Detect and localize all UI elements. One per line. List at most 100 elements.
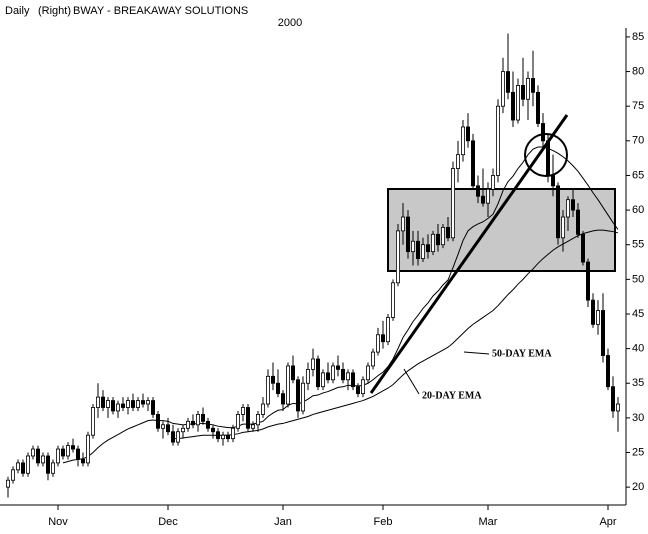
candle-body — [556, 185, 561, 239]
chart-title: BWAY - BREAKAWAY SOLUTIONS — [73, 5, 248, 17]
y-tick-label: 75 — [632, 100, 644, 112]
candle-body — [270, 375, 275, 384]
x-tick-label: Apr — [599, 516, 616, 528]
candle-body — [591, 299, 596, 325]
candle-body — [345, 372, 350, 381]
candle-body — [315, 358, 320, 388]
candle-body — [395, 230, 400, 284]
candle-body — [526, 78, 531, 100]
candle-body — [116, 403, 121, 412]
candle-body — [96, 396, 101, 408]
candle-body — [330, 365, 335, 381]
candle-body — [290, 365, 295, 381]
candle-body — [490, 175, 495, 190]
candle-body — [295, 379, 300, 412]
candle-body — [445, 227, 450, 239]
candle-body — [385, 317, 390, 343]
candle-body — [365, 365, 370, 381]
period-label: Daily — [5, 5, 30, 17]
candle-body — [536, 91, 541, 124]
candle-body — [230, 427, 235, 440]
candle-body — [195, 414, 200, 426]
candle-body — [551, 175, 556, 187]
candle-body — [440, 227, 445, 246]
candle-body — [420, 244, 425, 259]
candle-body — [340, 368, 345, 381]
candle-body — [285, 365, 290, 405]
candle-body — [210, 427, 215, 433]
candle-body — [36, 448, 41, 464]
candle-body — [390, 282, 395, 318]
x-tick-label: Dec — [158, 516, 178, 528]
candle-body — [370, 351, 375, 367]
candle-body — [30, 448, 35, 457]
candle-body — [571, 199, 576, 211]
candle-body — [61, 448, 66, 457]
y-tick-label: 35 — [632, 377, 644, 389]
candle-body — [581, 233, 586, 263]
candle-body — [150, 400, 155, 415]
candle-body — [405, 216, 410, 253]
candle-body — [521, 85, 526, 100]
candle-body — [135, 400, 140, 408]
y-tick-label: 30 — [632, 412, 644, 424]
candle-body — [41, 455, 46, 464]
candle-body — [91, 407, 96, 436]
candle-body — [430, 233, 435, 253]
candle-body — [205, 420, 210, 429]
candle-body — [220, 434, 225, 440]
candle-body — [531, 78, 536, 93]
candle-body — [360, 379, 365, 395]
candle-body — [335, 365, 340, 370]
candle-body — [410, 240, 415, 253]
candle-body — [415, 240, 420, 259]
x-tick-label: Mar — [479, 516, 498, 528]
candle-body — [160, 424, 165, 429]
candle-body — [516, 85, 521, 121]
candle-body — [140, 400, 145, 405]
x-tick-label: Nov — [48, 516, 68, 528]
candle-body — [245, 407, 250, 429]
y-tick-label: 50 — [632, 273, 644, 285]
candle-body — [500, 71, 505, 107]
candle-body — [46, 455, 51, 474]
candle-body — [155, 414, 160, 429]
candle-body — [601, 310, 606, 356]
candle-body — [145, 400, 150, 405]
candle-body — [310, 358, 315, 370]
candle-body — [81, 459, 86, 464]
trend-line — [369, 114, 569, 394]
candle-body — [200, 414, 205, 422]
candle-body — [320, 372, 325, 388]
candle-body — [56, 448, 61, 464]
candle-body — [611, 386, 616, 412]
candle-body — [130, 400, 135, 408]
candle-body — [480, 195, 485, 204]
candle-body — [51, 462, 56, 474]
candle-body — [435, 233, 440, 246]
candle-body — [470, 140, 475, 187]
candle-body — [485, 188, 490, 204]
candle-body — [15, 462, 20, 471]
candle-body — [280, 393, 285, 405]
candle-body — [255, 414, 260, 426]
candle-body — [275, 382, 280, 395]
candle-body — [250, 424, 255, 429]
candle-body — [111, 400, 116, 412]
y-tick-label: 80 — [632, 65, 644, 77]
candle-body — [235, 414, 240, 429]
candle-body — [66, 445, 71, 457]
candle-body — [76, 448, 81, 460]
candle-body — [20, 462, 25, 474]
candle-body — [510, 91, 515, 121]
ema-annotation: 50-DAY EMA — [492, 348, 552, 359]
candle-body — [475, 185, 480, 197]
x-tick-label: Feb — [374, 516, 393, 528]
y-tick-label: 85 — [632, 31, 644, 43]
candle-body — [126, 400, 131, 408]
candle-body — [6, 479, 11, 488]
candle-body — [586, 261, 591, 301]
axis-side-label: (Right) — [38, 5, 71, 17]
ema-line — [173, 229, 619, 440]
